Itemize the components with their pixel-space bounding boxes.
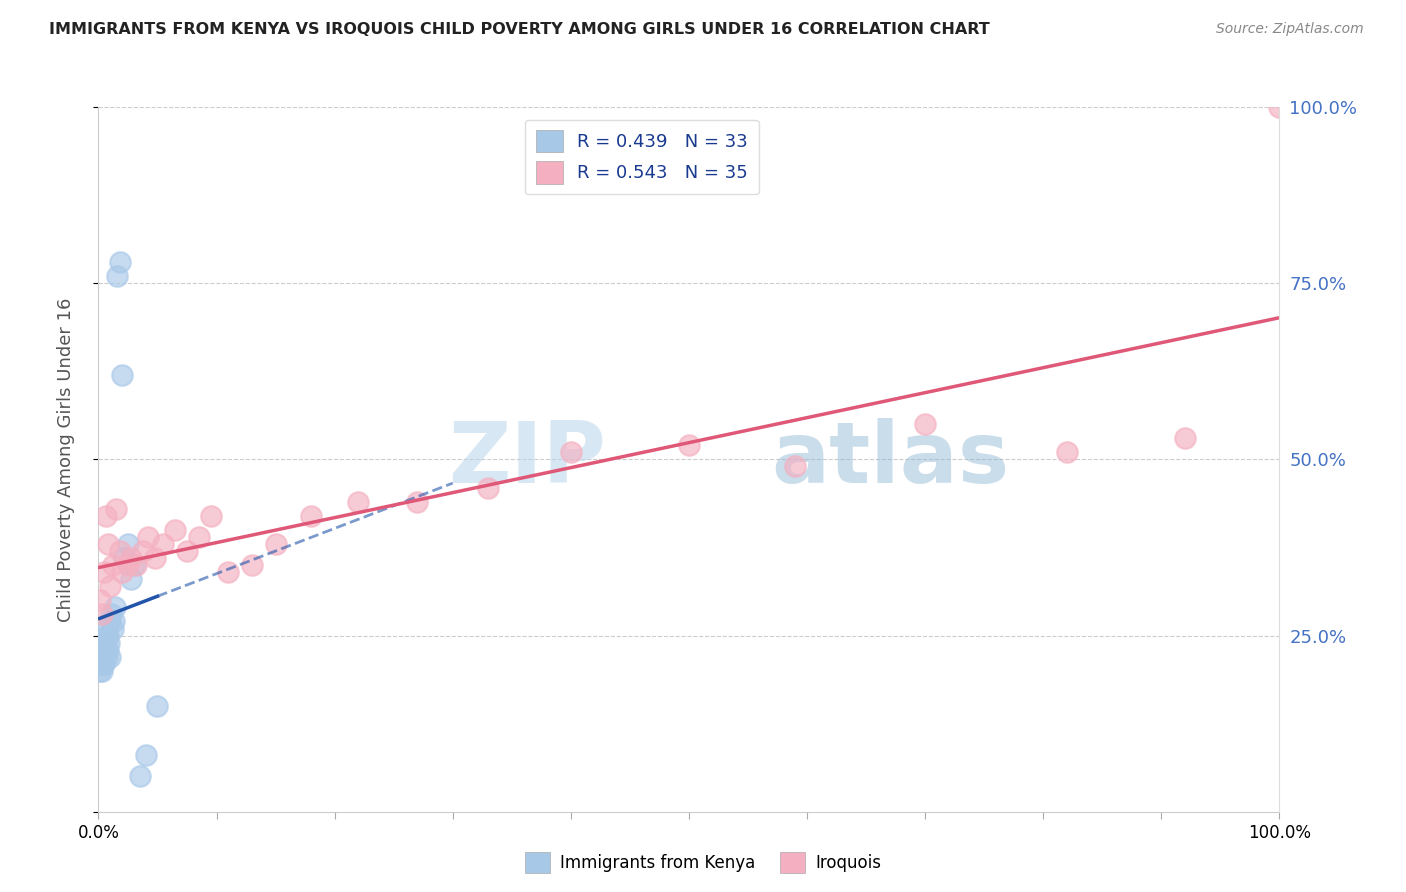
Point: [117, 537, 139, 551]
Point: [121, 572, 143, 586]
Point: [93, 635, 115, 649]
Point: [200, 508, 222, 523]
Point: [104, 600, 127, 615]
Point: [101, 558, 124, 573]
Point: [91, 607, 114, 622]
Text: IMMIGRANTS FROM KENYA VS IROQUOIS CHILD POVERTY AMONG GIRLS UNDER 16 CORRELATION: IMMIGRANTS FROM KENYA VS IROQUOIS CHILD …: [49, 22, 990, 37]
Point: [112, 551, 135, 566]
Point: [97, 642, 120, 657]
Point: [91, 649, 114, 664]
Point: [101, 622, 124, 636]
Point: [240, 558, 263, 573]
Point: [135, 748, 157, 763]
Point: [97, 537, 120, 551]
Point: [785, 459, 807, 474]
Point: [1268, 100, 1291, 114]
Point: [93, 565, 115, 579]
Point: [132, 544, 155, 558]
Point: [121, 551, 143, 566]
Point: [217, 565, 239, 579]
Point: [91, 635, 114, 649]
Point: [108, 255, 131, 269]
Point: [143, 551, 166, 566]
Point: [406, 494, 429, 508]
Point: [1056, 445, 1078, 459]
Point: [98, 649, 121, 664]
Text: ZIP: ZIP: [449, 417, 606, 501]
Point: [91, 657, 114, 671]
Point: [146, 699, 169, 714]
Point: [90, 642, 112, 657]
Point: [914, 417, 936, 431]
Point: [94, 508, 117, 523]
Point: [103, 615, 125, 629]
Point: [98, 579, 121, 593]
Point: [1174, 431, 1197, 445]
Point: [89, 593, 111, 607]
Legend: Immigrants from Kenya, Iroquois: Immigrants from Kenya, Iroquois: [519, 846, 887, 880]
Point: [105, 269, 128, 284]
Point: [105, 501, 128, 516]
Point: [93, 657, 115, 671]
Point: [187, 530, 209, 544]
Point: [125, 558, 148, 573]
Point: [299, 508, 322, 523]
Point: [91, 664, 114, 678]
Point: [128, 769, 150, 784]
Point: [264, 537, 287, 551]
Point: [108, 544, 131, 558]
Y-axis label: Child Poverty Among Girls Under 16: Child Poverty Among Girls Under 16: [56, 297, 75, 622]
Point: [176, 544, 198, 558]
Point: [678, 438, 700, 452]
Point: [94, 628, 117, 642]
Point: [89, 649, 111, 664]
Point: [347, 494, 370, 508]
Text: atlas: atlas: [772, 417, 1010, 501]
Point: [97, 628, 120, 642]
Point: [136, 530, 159, 544]
Point: [98, 615, 121, 629]
Point: [152, 537, 174, 551]
Point: [94, 642, 117, 657]
Point: [96, 622, 118, 636]
Point: [111, 368, 134, 382]
Point: [96, 649, 118, 664]
Legend: R = 0.439   N = 33, R = 0.543   N = 35: R = 0.439 N = 33, R = 0.543 N = 35: [524, 120, 759, 194]
Point: [117, 558, 139, 573]
Point: [165, 523, 187, 537]
Point: [111, 565, 134, 579]
Point: [122, 558, 145, 573]
Text: Source: ZipAtlas.com: Source: ZipAtlas.com: [1216, 22, 1364, 37]
Point: [90, 657, 112, 671]
Point: [89, 664, 111, 678]
Point: [100, 607, 122, 622]
Point: [477, 481, 499, 495]
Point: [560, 445, 582, 459]
Point: [98, 635, 121, 649]
